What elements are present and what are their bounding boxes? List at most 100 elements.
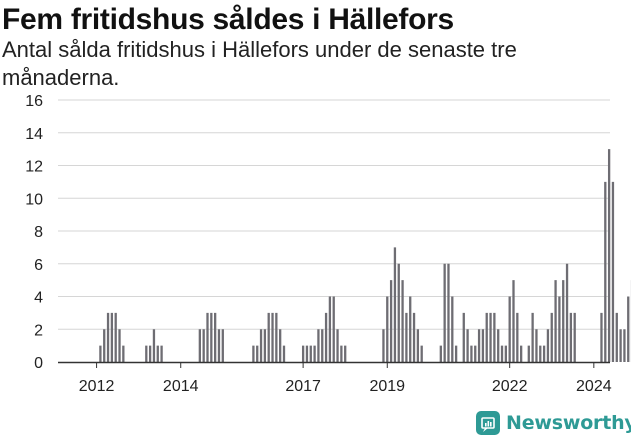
bar	[256, 345, 259, 362]
bar	[344, 345, 347, 362]
y-tick-label: 12	[25, 159, 43, 176]
bar	[328, 296, 332, 362]
gridlines	[58, 99, 610, 330]
bar	[477, 329, 481, 362]
bar	[110, 312, 114, 362]
bar	[562, 280, 565, 362]
bar	[206, 312, 209, 362]
bar	[500, 345, 504, 362]
bar	[309, 345, 312, 362]
bar	[401, 280, 404, 362]
bar	[259, 329, 263, 362]
bar	[611, 181, 615, 362]
bar	[454, 345, 458, 362]
bar	[451, 296, 454, 362]
bar	[485, 312, 488, 362]
bar	[508, 296, 511, 362]
bar	[497, 329, 500, 362]
x-tick-label: 2017	[285, 378, 321, 395]
bar-series	[99, 149, 631, 362]
bar	[600, 312, 603, 362]
bar	[619, 329, 622, 362]
bar	[279, 329, 282, 362]
x-tick-label: 2019	[369, 378, 405, 395]
bar	[607, 149, 611, 362]
bar	[397, 263, 400, 362]
bar	[324, 312, 328, 362]
x-tick-label: 2024	[576, 378, 612, 395]
bar	[103, 329, 106, 362]
bar	[569, 312, 573, 362]
bar	[389, 280, 393, 362]
bar	[516, 312, 519, 362]
bar	[481, 329, 485, 362]
y-tick-label: 2	[34, 322, 43, 339]
bar	[462, 312, 465, 362]
bar	[558, 296, 561, 362]
bar	[550, 312, 553, 362]
y-tick-label: 4	[34, 290, 43, 307]
bar	[409, 296, 412, 362]
bar	[156, 345, 159, 362]
y-axis-tick-labels: 0 2 4 6 8 10 12 14 16	[25, 93, 43, 372]
bar	[627, 296, 630, 362]
bar	[615, 312, 618, 362]
bar	[340, 345, 343, 362]
bar	[263, 329, 267, 362]
bar	[152, 329, 156, 362]
bar	[604, 181, 607, 362]
bar	[202, 329, 205, 362]
bar	[313, 345, 316, 362]
y-tick-label: 0	[34, 355, 43, 372]
bar	[317, 329, 320, 362]
bar	[531, 312, 534, 362]
newsworthy-logo-icon	[476, 411, 500, 435]
bar	[275, 312, 278, 362]
bar	[267, 312, 270, 362]
bar	[148, 345, 152, 362]
y-tick-label: 14	[25, 126, 43, 143]
bar	[573, 312, 576, 362]
bar	[221, 329, 224, 362]
bar	[282, 345, 286, 362]
bar	[447, 263, 450, 362]
bar	[420, 345, 423, 362]
bar	[554, 280, 557, 362]
bar	[493, 312, 496, 362]
bar	[565, 263, 569, 362]
bar	[305, 345, 309, 362]
bar	[160, 345, 163, 362]
bar	[114, 312, 117, 362]
bar	[198, 329, 201, 362]
bar	[470, 345, 473, 362]
chart-subtitle: Antal sålda fritidshus i Hällefors under…	[2, 37, 517, 90]
bar	[512, 280, 515, 362]
newsworthy-logo-text: Newsworthy	[506, 412, 631, 434]
bar	[122, 345, 125, 362]
bar	[145, 345, 148, 362]
bar	[405, 312, 408, 362]
x-tick-label: 2022	[492, 378, 528, 395]
bar	[252, 345, 255, 362]
bar	[118, 329, 121, 362]
chart-title: Fem fritidshus såldes i Hällefors	[2, 3, 454, 36]
bar	[546, 329, 550, 362]
y-tick-label: 8	[34, 224, 43, 241]
bar	[539, 345, 542, 362]
x-tick-label: 2014	[163, 378, 199, 395]
y-tick-label: 6	[34, 257, 43, 274]
bar	[520, 345, 523, 362]
y-tick-label: 10	[25, 191, 43, 208]
bar	[412, 312, 416, 362]
newsworthy-logo[interactable]: Newsworthy	[476, 407, 631, 439]
bar	[466, 329, 469, 362]
bar	[106, 312, 110, 362]
x-tick-label: 2012	[79, 378, 115, 395]
bar	[416, 329, 420, 362]
bar	[382, 329, 385, 362]
bar	[474, 345, 477, 362]
bar	[623, 329, 626, 362]
bar	[504, 345, 507, 362]
bar	[214, 312, 217, 362]
